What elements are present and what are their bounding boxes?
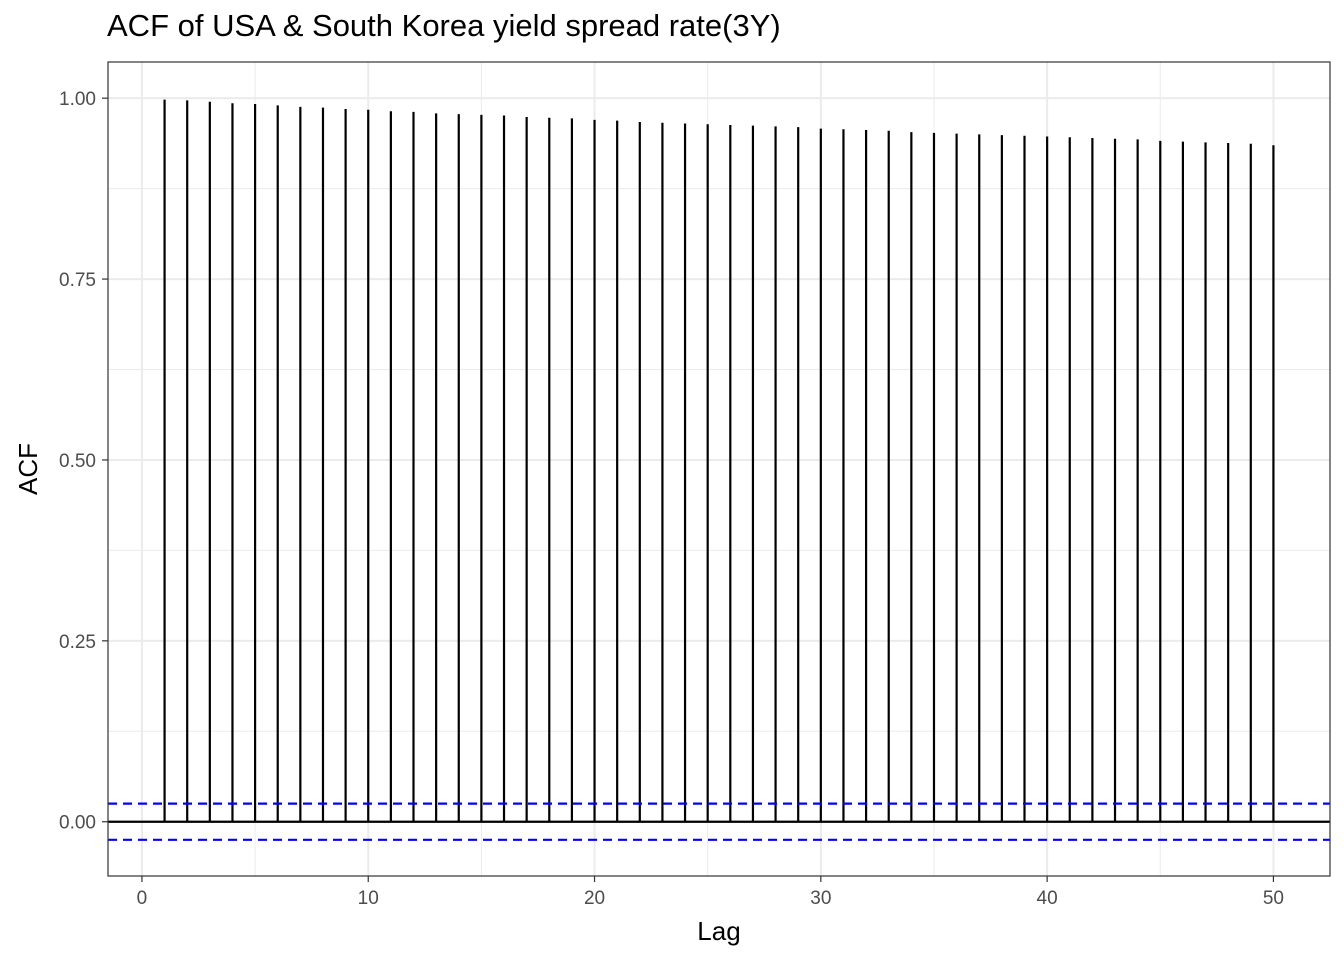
y-tick-label: 0.75 xyxy=(59,270,96,291)
grid-minor xyxy=(108,62,1330,876)
x-tick-label: 40 xyxy=(1037,888,1058,909)
x-axis-title: Lag xyxy=(697,916,740,946)
panel-border xyxy=(107,61,1331,877)
chart-title: ACF of USA & South Korea yield spread ra… xyxy=(107,8,781,43)
x-tick-label: 30 xyxy=(810,888,831,909)
x-tick-label: 50 xyxy=(1263,888,1284,909)
y-tick-label: 0.50 xyxy=(59,451,96,472)
y-axis: 0.00 0.25 0.50 0.75 1.00 xyxy=(59,89,108,834)
x-tick-label: 0 xyxy=(137,888,148,909)
x-tick-label: 20 xyxy=(584,888,605,909)
acf-bars xyxy=(163,99,1275,822)
grid-major xyxy=(108,62,1330,876)
y-tick-label: 1.00 xyxy=(59,89,96,110)
x-tick-label: 10 xyxy=(358,888,379,909)
y-tick-label: 0.25 xyxy=(59,632,96,653)
x-axis: 0 10 20 30 40 50 xyxy=(137,876,1284,909)
y-axis-title: ACF xyxy=(13,443,43,495)
confidence-lines xyxy=(108,802,1330,841)
y-tick-label: 0.00 xyxy=(59,813,96,834)
